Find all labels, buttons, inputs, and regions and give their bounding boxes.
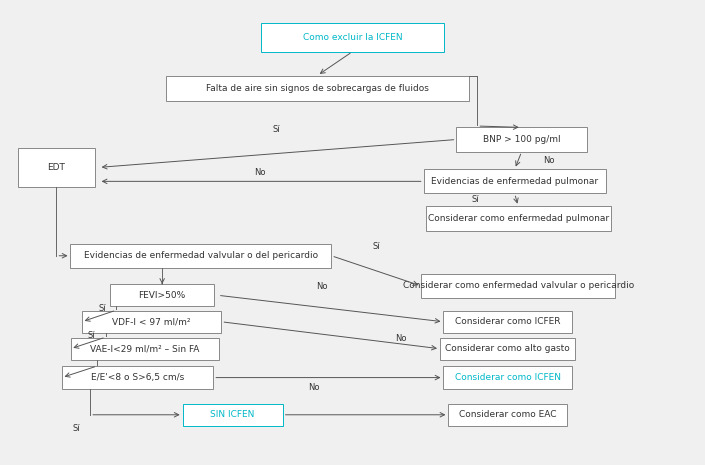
FancyBboxPatch shape	[440, 338, 575, 360]
Text: SIN ICFEN: SIN ICFEN	[211, 410, 255, 419]
Text: EDT: EDT	[47, 163, 66, 172]
Text: VAE-I<29 ml/m² – Sin FA: VAE-I<29 ml/m² – Sin FA	[90, 344, 200, 353]
Text: Sí: Sí	[98, 304, 106, 313]
FancyBboxPatch shape	[70, 338, 219, 360]
Text: Considerar como ICFEN: Considerar como ICFEN	[455, 373, 560, 382]
Text: E/E'<8 o S>6,5 cm/s: E/E'<8 o S>6,5 cm/s	[91, 373, 184, 382]
Text: Sí: Sí	[272, 125, 280, 134]
Text: No: No	[316, 282, 328, 292]
FancyBboxPatch shape	[424, 169, 606, 193]
FancyBboxPatch shape	[70, 244, 331, 268]
Text: VDF-I < 97 ml/m²: VDF-I < 97 ml/m²	[112, 317, 191, 326]
FancyBboxPatch shape	[448, 404, 567, 426]
Text: Sí: Sí	[372, 242, 380, 251]
Text: No: No	[254, 168, 265, 178]
Text: Considerar como enfermedad pulmonar: Considerar como enfermedad pulmonar	[428, 214, 608, 223]
Text: Considerar como enfermedad valvular o pericardio: Considerar como enfermedad valvular o pe…	[403, 281, 634, 291]
Text: Sí: Sí	[72, 424, 80, 433]
FancyBboxPatch shape	[422, 274, 615, 298]
FancyBboxPatch shape	[110, 284, 214, 306]
FancyBboxPatch shape	[457, 127, 587, 152]
FancyBboxPatch shape	[426, 206, 611, 231]
Text: No: No	[396, 334, 407, 343]
Text: Sí: Sí	[472, 195, 479, 205]
Text: Considerar como EAC: Considerar como EAC	[459, 410, 556, 419]
Text: Como excluir la ICFEN: Como excluir la ICFEN	[302, 33, 403, 42]
Text: Considerar como ICFER: Considerar como ICFER	[455, 317, 560, 326]
FancyBboxPatch shape	[62, 366, 213, 389]
Text: No: No	[309, 383, 320, 392]
FancyBboxPatch shape	[261, 23, 444, 52]
Text: Sí: Sí	[87, 331, 95, 340]
Text: FEVI>50%: FEVI>50%	[138, 291, 186, 300]
FancyBboxPatch shape	[18, 148, 95, 187]
Text: BNP > 100 pg/ml: BNP > 100 pg/ml	[483, 135, 560, 144]
Text: Evidencias de enfermedad pulmonar: Evidencias de enfermedad pulmonar	[431, 177, 599, 186]
FancyBboxPatch shape	[443, 311, 572, 333]
FancyBboxPatch shape	[82, 311, 221, 333]
Text: Falta de aire sin signos de sobrecargas de fluidos: Falta de aire sin signos de sobrecargas …	[206, 84, 429, 93]
Text: Considerar como alto gasto: Considerar como alto gasto	[446, 344, 570, 353]
Text: No: No	[543, 156, 554, 165]
FancyBboxPatch shape	[166, 75, 469, 101]
FancyBboxPatch shape	[443, 366, 572, 389]
Text: Evidencias de enfermedad valvular o del pericardio: Evidencias de enfermedad valvular o del …	[84, 251, 318, 260]
FancyBboxPatch shape	[183, 404, 283, 426]
